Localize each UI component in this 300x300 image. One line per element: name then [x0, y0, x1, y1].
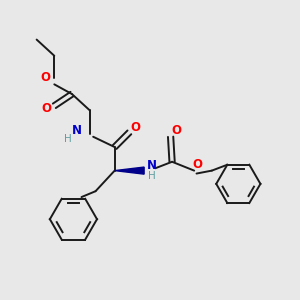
Text: O: O	[192, 158, 202, 171]
Text: O: O	[40, 71, 50, 84]
Text: O: O	[171, 124, 181, 137]
Text: O: O	[131, 121, 141, 134]
Text: O: O	[41, 102, 51, 115]
Text: N: N	[72, 124, 82, 137]
Polygon shape	[115, 167, 144, 174]
Text: H: H	[148, 171, 155, 181]
Text: H: H	[64, 134, 71, 144]
Text: N: N	[146, 159, 157, 172]
